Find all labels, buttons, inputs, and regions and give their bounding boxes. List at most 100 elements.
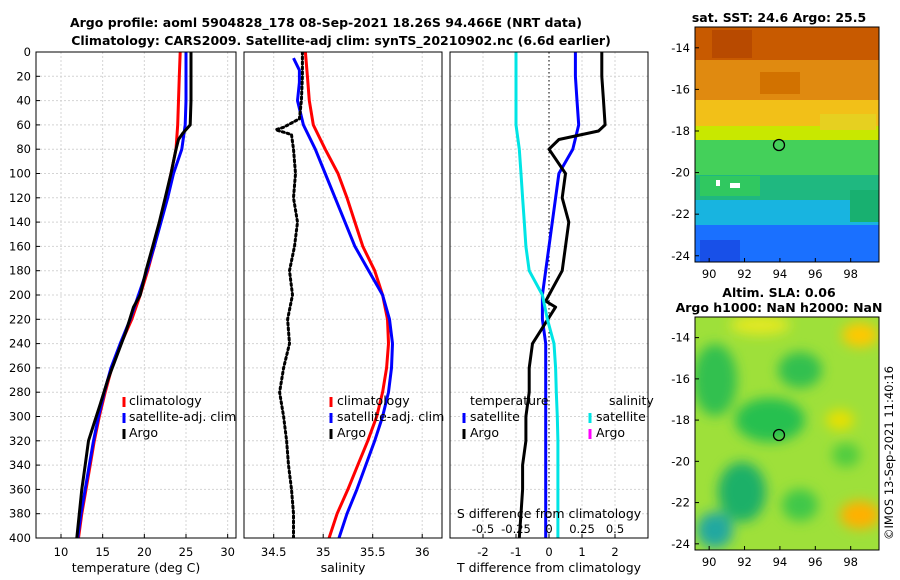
map-y-tick-label: -24 bbox=[671, 249, 690, 263]
x-tick-label: 1 bbox=[578, 545, 585, 559]
difference-xlabel: T difference from climatology bbox=[456, 560, 642, 575]
s-tick-label: -0.5 bbox=[472, 522, 494, 536]
map-y-tick-label: -24 bbox=[671, 537, 690, 551]
x-tick-label: 35.5 bbox=[360, 545, 386, 559]
legend-header-salinity: salinity bbox=[609, 393, 654, 408]
map-y-tick-label: -14 bbox=[671, 41, 690, 55]
salinity-series bbox=[274, 52, 394, 538]
series-line-t-argo bbox=[517, 52, 607, 538]
y-tick-label: 280 bbox=[9, 385, 31, 399]
temperature-grid bbox=[36, 51, 236, 539]
map-y-tick-label: -22 bbox=[671, 496, 690, 510]
series-line-argo bbox=[75, 52, 193, 538]
y-tick-label: 180 bbox=[9, 264, 31, 278]
y-tick-label: 300 bbox=[9, 410, 31, 424]
difference-axes-box bbox=[449, 51, 649, 539]
y-tick-label: 40 bbox=[16, 94, 31, 108]
s-tick-label: 0.25 bbox=[569, 522, 595, 536]
x-tick-label: 20 bbox=[137, 545, 152, 559]
y-tick-label: 240 bbox=[9, 337, 31, 351]
watermark: ©IMOS 13-Sep-2021 11:40:16 bbox=[882, 366, 896, 540]
legend-s-argo: Argo bbox=[596, 425, 625, 440]
map-x-tick-label: 92 bbox=[737, 267, 752, 281]
difference-series bbox=[514, 52, 607, 538]
y-tick-label: 120 bbox=[9, 191, 31, 205]
temperature-panel: 0 20 40 60 80 100 120 140 160 180 200 220 240 260 280 3… bbox=[9, 45, 237, 575]
sla-map-frame bbox=[694, 316, 880, 551]
y-tick-label: 0 bbox=[24, 45, 31, 59]
temperature-axes-box bbox=[35, 51, 237, 539]
salinity-x-ticks: 34.5 35 35.5 36 bbox=[261, 534, 430, 559]
map-x-tick-label: 96 bbox=[808, 555, 823, 569]
map-y-tick-label: -16 bbox=[671, 82, 690, 96]
y-tick-label: 100 bbox=[9, 167, 31, 181]
y-tick-label: 340 bbox=[9, 458, 31, 472]
map-y-tick-label: -20 bbox=[671, 166, 690, 180]
map-x-tick-label: 94 bbox=[773, 267, 788, 281]
y-tick-label: 200 bbox=[9, 288, 31, 302]
legend-t-satellite: satellite bbox=[470, 409, 520, 424]
difference-panel: -2 -1 0 1 2 T difference from climatology S … bbox=[449, 51, 654, 575]
x-tick-label: 36 bbox=[415, 545, 430, 559]
map-x-tick-label: 90 bbox=[702, 555, 717, 569]
x-tick-label: 2 bbox=[611, 545, 618, 559]
x-tick-label: 10 bbox=[54, 545, 69, 559]
argo-location-marker bbox=[772, 428, 786, 442]
s-tick-label: 0.5 bbox=[606, 522, 624, 536]
y-tick-label: 320 bbox=[9, 434, 31, 448]
x-tick-label: 0 bbox=[545, 545, 552, 559]
main-title-line2: Climatology: CARS2009. Satellite-adj cli… bbox=[71, 33, 611, 49]
legend-satellite: satellite-adj. clim bbox=[337, 409, 444, 424]
x-tick-label: 30 bbox=[220, 545, 235, 559]
salinity-grid bbox=[244, 51, 442, 539]
map-y-tick-label: -18 bbox=[671, 413, 690, 427]
sst-map-ticks: 90 92 94 96 98 -14 -16 -18 -20 -22 -24 bbox=[671, 41, 858, 281]
map-x-tick-label: 92 bbox=[737, 555, 752, 569]
y-tick-label: 400 bbox=[9, 531, 31, 545]
s-tick-label: -0.25 bbox=[501, 522, 531, 536]
sla-map: Altim. SLA: 0.06 Argo h1000: NaN h2000: … bbox=[671, 285, 882, 569]
y-tick-label: 260 bbox=[9, 361, 31, 375]
y-tick-label: 220 bbox=[9, 312, 31, 326]
temperature-xlabel: temperature (deg C) bbox=[72, 560, 201, 575]
temperature-legend: climatology satellite-adj. clim Argo bbox=[122, 393, 236, 440]
temperature-x-ticks: 10 15 20 25 30 bbox=[54, 534, 235, 559]
series-line-s-satellite bbox=[514, 52, 560, 538]
y-tick-label: 20 bbox=[16, 69, 31, 83]
legend-argo: Argo bbox=[129, 425, 158, 440]
map-y-tick-label: -20 bbox=[671, 454, 690, 468]
sla-map-title2: Argo h1000: NaN h2000: NaN bbox=[676, 300, 883, 315]
y-tick-label: 380 bbox=[9, 507, 31, 521]
difference-x-ticks: -2 -1 0 1 2 bbox=[477, 534, 619, 559]
s-difference-label: S difference from climatology bbox=[457, 506, 642, 521]
legend-t-argo: Argo bbox=[470, 425, 499, 440]
x-tick-label: -1 bbox=[510, 545, 521, 559]
x-tick-label: -2 bbox=[477, 545, 488, 559]
sst-map-frame bbox=[694, 26, 880, 263]
map-x-tick-label: 98 bbox=[843, 267, 858, 281]
map-x-tick-label: 96 bbox=[808, 267, 823, 281]
salinity-xlabel: salinity bbox=[321, 560, 366, 575]
map-y-tick-label: -18 bbox=[671, 124, 690, 138]
map-y-tick-label: -16 bbox=[671, 372, 690, 386]
map-x-tick-label: 90 bbox=[702, 267, 717, 281]
salinity-legend: climatology satellite-adj. clim Argo bbox=[329, 393, 444, 440]
legend-s-satellite: satellite bbox=[596, 409, 646, 424]
temperature-series bbox=[75, 52, 193, 538]
map-y-tick-label: -22 bbox=[671, 207, 690, 221]
difference-legend: temperature salinity satellite Argo sate… bbox=[462, 393, 654, 440]
y-tick-label: 160 bbox=[9, 239, 31, 253]
y-tick-label: 140 bbox=[9, 215, 31, 229]
sla-map-image bbox=[695, 317, 879, 550]
main-title-line1: Argo profile: aoml 5904828_178 08-Sep-20… bbox=[70, 15, 582, 31]
sst-map: sat. SST: 24.6 Argo: 25.5 90 92 94 96 98 -14 -… bbox=[671, 10, 880, 281]
sla-map-title1: Altim. SLA: 0.06 bbox=[722, 285, 836, 300]
series-line-satellite-adj-clim bbox=[292, 57, 394, 538]
series-line-argo bbox=[274, 52, 304, 538]
sst-map-title: sat. SST: 24.6 Argo: 25.5 bbox=[692, 10, 866, 25]
x-tick-label: 35 bbox=[316, 545, 331, 559]
salinity-panel: 34.5 35 35.5 36 salinity climatology satell… bbox=[243, 51, 444, 575]
legend-satellite: satellite-adj. clim bbox=[129, 409, 236, 424]
salinity-axes-box bbox=[243, 51, 443, 539]
map-x-tick-label: 94 bbox=[773, 555, 788, 569]
